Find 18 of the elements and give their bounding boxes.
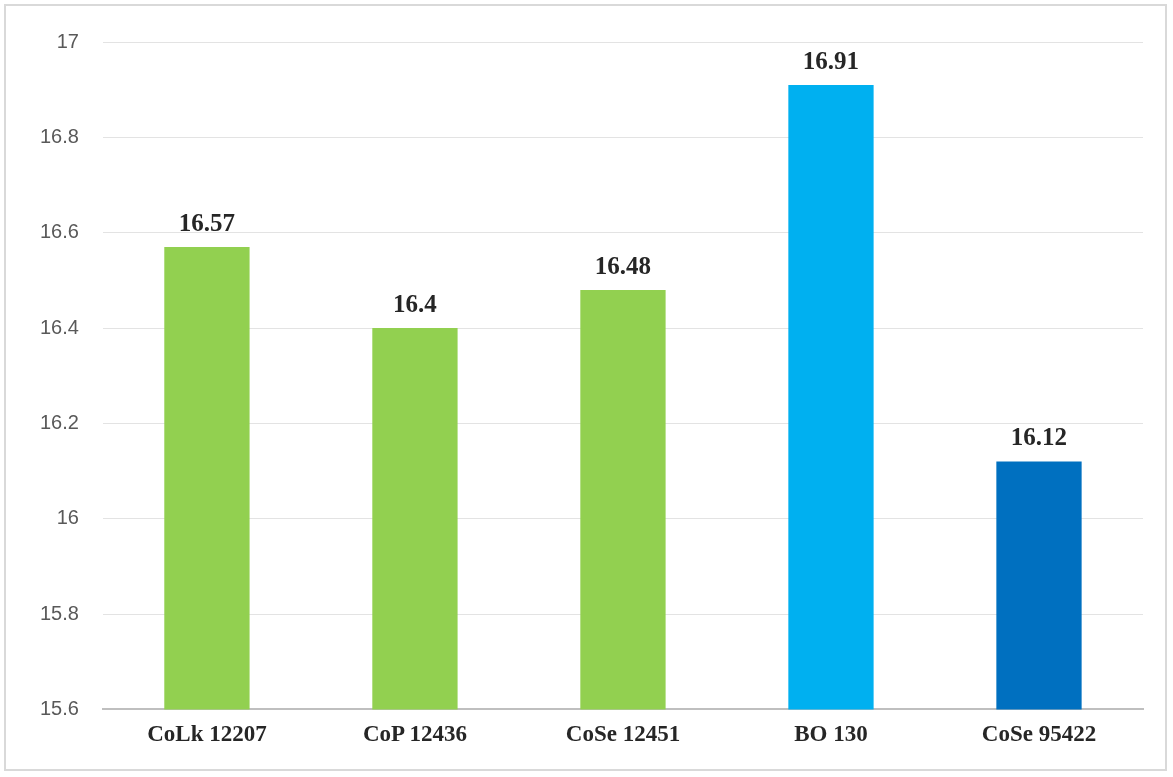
data-label: 16.4 bbox=[393, 289, 438, 317]
y-tick-label: 16.8 bbox=[39, 124, 79, 147]
y-tick-label: 17 bbox=[56, 29, 79, 52]
y-tick-label: 15.6 bbox=[39, 696, 79, 719]
data-label: 16.48 bbox=[594, 251, 652, 279]
y-tick-label: 16.6 bbox=[39, 220, 79, 243]
y-tick-label: 16 bbox=[56, 506, 79, 529]
data-label: 16.12 bbox=[1010, 423, 1068, 451]
x-tick-label: BO 130 bbox=[794, 721, 868, 747]
y-tick-label: 16.4 bbox=[39, 315, 79, 338]
data-label: 16.91 bbox=[802, 46, 860, 74]
y-tick-label: 16.2 bbox=[39, 410, 79, 433]
x-tick-label: CoSe 95422 bbox=[981, 721, 1097, 747]
x-tick-label: CoLk 12207 bbox=[147, 721, 267, 747]
x-tick-label: CoSe 12451 bbox=[565, 721, 681, 747]
y-tick-label: 15.8 bbox=[39, 601, 79, 624]
data-label: 16.57 bbox=[178, 208, 236, 236]
x-tick-label: CoP 12436 bbox=[362, 721, 468, 747]
